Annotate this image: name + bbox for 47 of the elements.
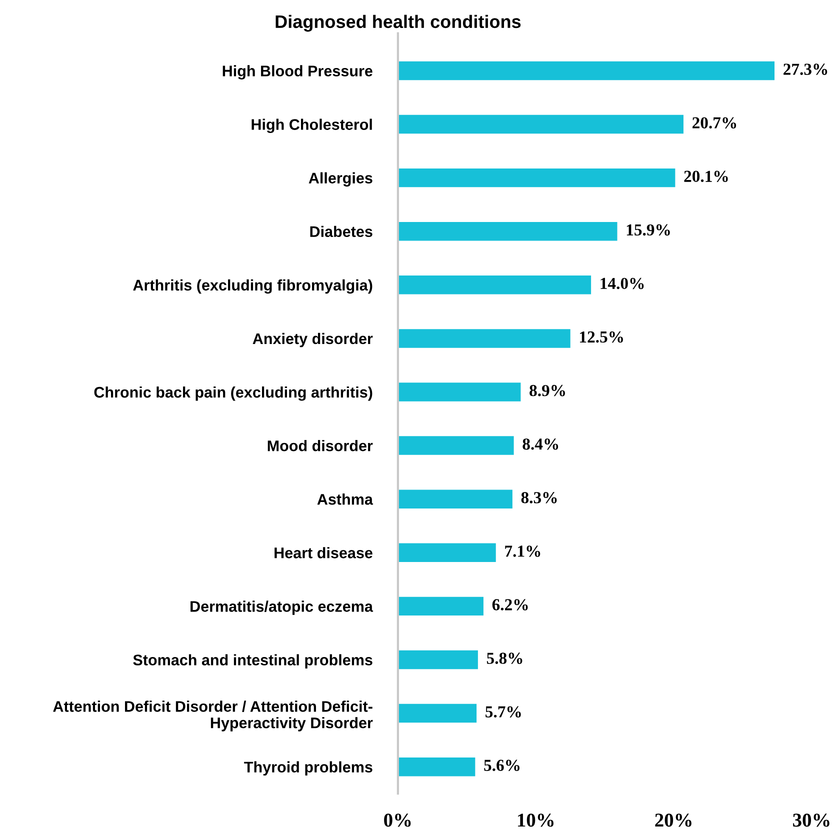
bar xyxy=(398,543,496,562)
bar xyxy=(398,704,477,723)
y-tick-label: Arthritis (excluding fibromyalgia) xyxy=(133,279,372,294)
bar xyxy=(398,114,684,134)
y-tick-label: Stomach and intestinal problems xyxy=(133,654,372,668)
bar xyxy=(398,596,484,616)
y-tick-label: Thyroid problems xyxy=(244,761,372,776)
bar xyxy=(398,276,592,294)
bar xyxy=(398,490,512,508)
y-tick-label: Attention Deficit Disorder / Attention Deficit- Hyperactivity Disorder xyxy=(53,700,373,732)
y-tick-label: High Cholesterol xyxy=(252,118,372,134)
bar xyxy=(398,436,514,455)
bar xyxy=(398,757,476,776)
x-tick-label: 0% xyxy=(384,814,411,827)
data-label: 14.0% xyxy=(600,278,644,290)
y-tick-label: Asthma xyxy=(317,494,374,505)
data-label: 12.5% xyxy=(580,331,623,343)
bar xyxy=(398,650,478,670)
x-tick-label: 20% xyxy=(655,814,692,827)
bar xyxy=(398,382,521,402)
y-tick-label: Allergies xyxy=(308,172,372,187)
y-tick-label: Dermatitis/atopic eczema xyxy=(190,600,374,615)
bar xyxy=(398,61,775,80)
x-tick-label: 10% xyxy=(518,814,554,827)
y-tick-label: Anxiety disorder xyxy=(252,332,373,348)
data-label: 8.4% xyxy=(522,438,558,450)
data-label: 15.9% xyxy=(626,224,670,236)
chart-title: Diagnosed health conditions xyxy=(276,14,521,32)
y-tick-label: Mood disorder xyxy=(268,440,373,452)
data-label: 20.1% xyxy=(684,170,728,182)
data-label: 7.1% xyxy=(505,546,540,557)
data-label: 5.8% xyxy=(486,652,522,664)
x-tick-label: 30% xyxy=(793,814,830,827)
data-label: 20.7% xyxy=(692,117,736,129)
data-label: 5.7% xyxy=(486,706,521,718)
y-tick-label: Heart disease xyxy=(274,547,372,558)
bar xyxy=(398,168,676,188)
y-tick-label: Diabetes xyxy=(310,226,372,238)
y-tick-label: Chronic back pain (excluding arthritis) xyxy=(94,386,372,401)
bar xyxy=(398,329,570,348)
data-label: 5.6% xyxy=(484,760,520,772)
y-tick-label: High Blood Pressure xyxy=(222,65,372,80)
data-label: 8.9% xyxy=(530,384,565,396)
data-label: 27.3% xyxy=(784,64,828,75)
data-label: 6.2% xyxy=(492,599,528,610)
bar xyxy=(398,222,618,241)
data-label: 8.3% xyxy=(521,492,557,504)
